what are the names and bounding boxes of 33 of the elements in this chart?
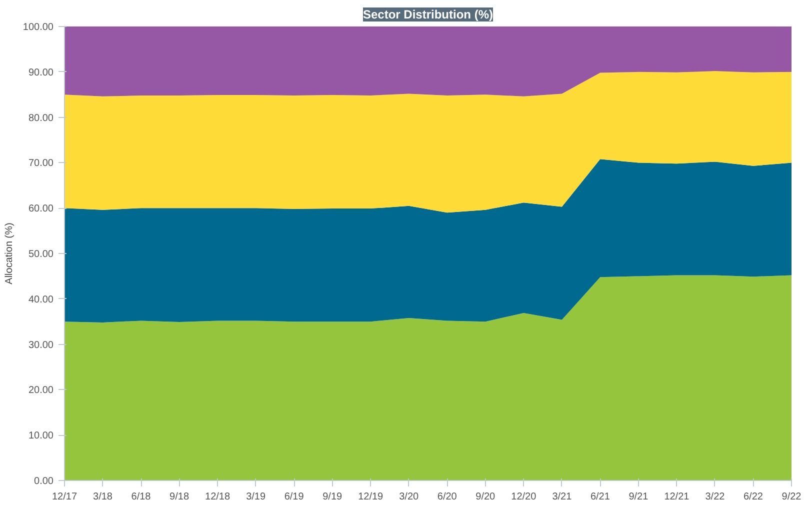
x-tick-label: 3/20 [399,492,420,502]
y-tick-label: 20.00 [28,385,54,396]
x-tick-label: 12/18 [205,492,231,502]
y-axis-title: Allocation (%) [4,222,15,284]
x-tick-label: 6/20 [437,492,458,502]
y-tick-label: 30.00 [28,340,54,351]
x-tick-label: 6/21 [590,492,610,502]
x-tick-label: 3/19 [246,492,266,502]
x-tick-label: 12/21 [664,492,690,502]
x-tick-label: 9/20 [476,492,496,502]
x-tick-label: 12/17 [52,492,78,502]
y-tick-label: 60.00 [28,204,54,215]
x-tick-label: 12/20 [511,492,537,502]
x-tick-label: 9/18 [170,492,190,502]
y-tick-label: 40.00 [28,294,54,306]
x-tick-label: 9/19 [322,492,343,502]
x-tick-label: 6/18 [131,492,152,502]
x-tick-label: 3/21 [552,492,572,502]
x-tick-label: 6/22 [744,492,764,502]
x-tick-label: 12/19 [358,492,384,502]
x-tick-label: 6/19 [284,492,304,502]
x-tick-label: 3/22 [705,492,726,502]
y-tick-label: 50.00 [28,249,54,260]
y-tick-label: 80.00 [28,112,54,124]
y-tick-label: 0.00 [34,476,54,487]
y-tick-label: 70.00 [28,158,54,170]
y-tick-label: 100.00 [22,22,54,33]
x-tick-label: 9/22 [782,492,802,502]
y-tick-label: 90.00 [28,67,54,78]
chart-title: Sector Distribution (%) [363,8,494,22]
y-tick-label: 10.00 [28,430,54,442]
x-tick-label: 9/21 [628,492,649,502]
x-tick-label: 3/18 [93,492,113,502]
